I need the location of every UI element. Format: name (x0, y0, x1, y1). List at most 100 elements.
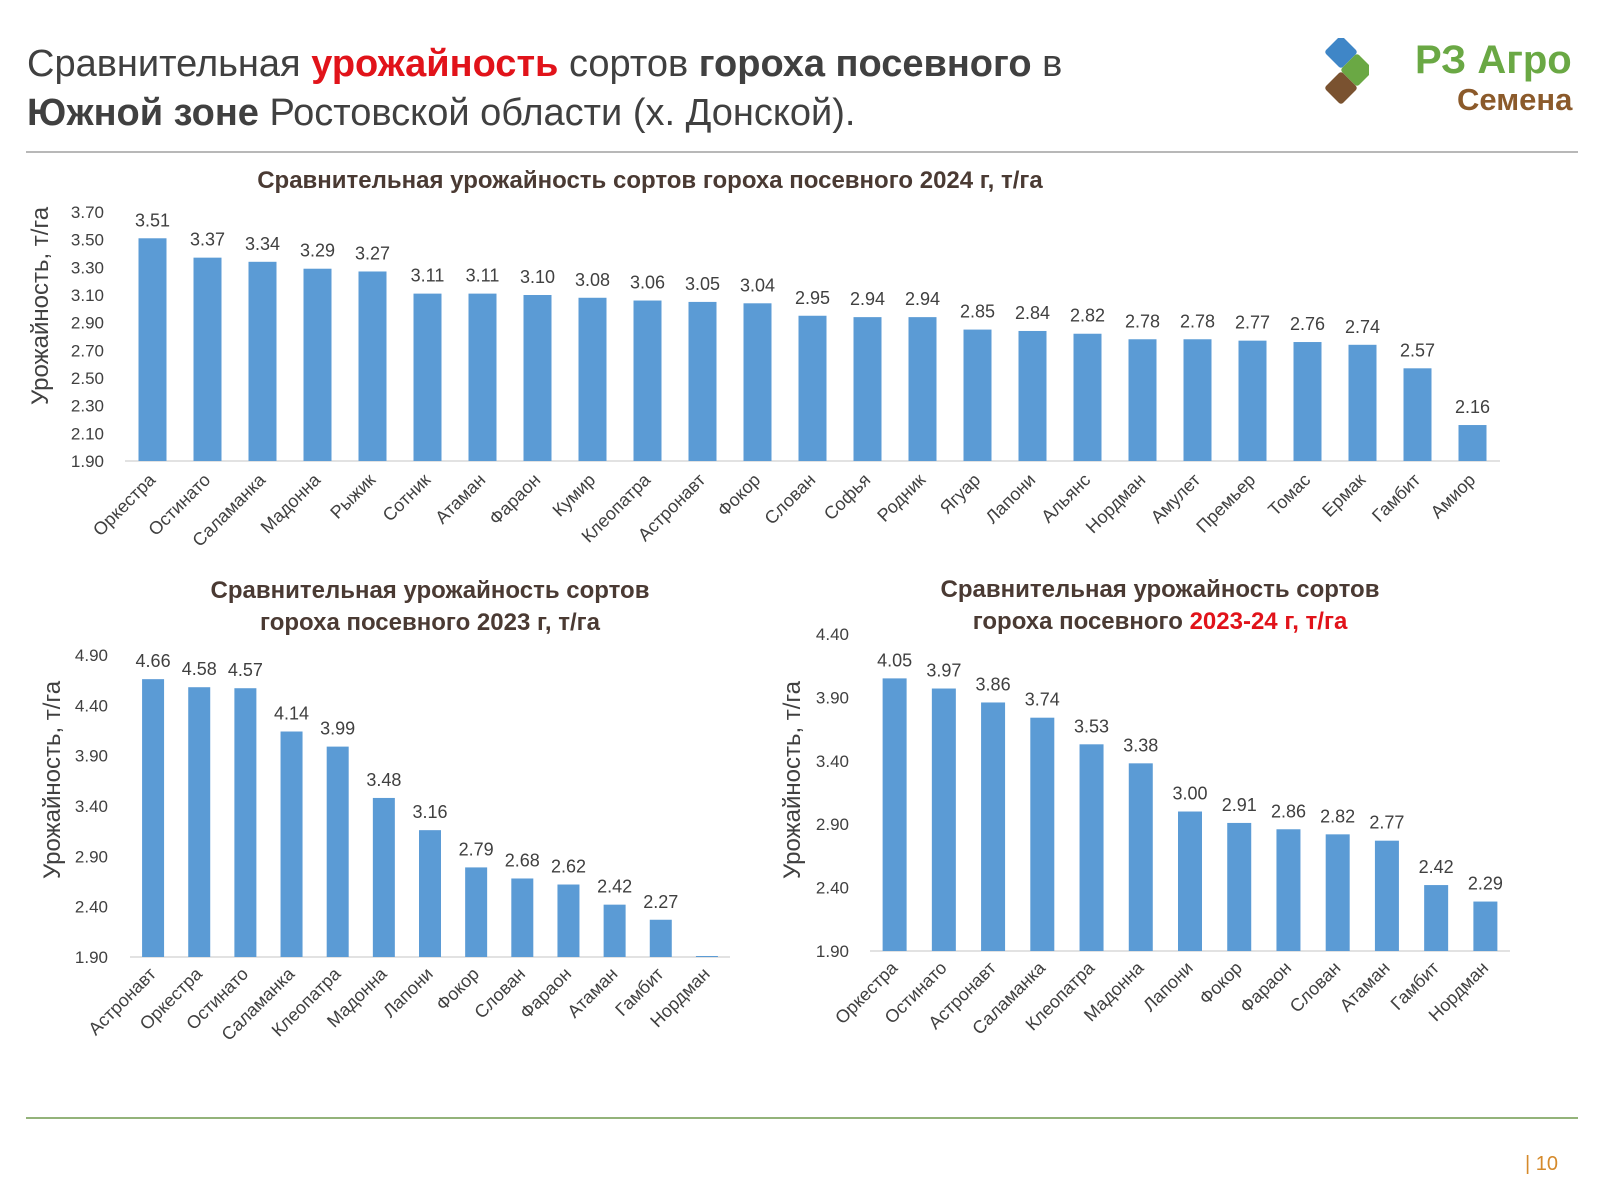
data-label: 2.16 (1455, 397, 1490, 417)
bar (633, 300, 662, 461)
title-part4: Ростовской области (х. Донской). (258, 92, 856, 134)
bar (963, 329, 992, 461)
data-label: 3.04 (740, 275, 775, 295)
data-label: 3.51 (135, 210, 170, 230)
bar (511, 878, 534, 957)
bar (578, 297, 607, 461)
chart-title-line: Сравнительная урожайность сортов (210, 577, 650, 604)
y-tick-label: 3.40 (75, 797, 108, 816)
bar (419, 830, 441, 957)
data-label: 2.74 (1345, 317, 1380, 337)
bar (557, 884, 580, 957)
bar (326, 746, 349, 957)
data-label: 2.78 (1125, 311, 1160, 331)
data-label: 2.86 (1271, 801, 1306, 821)
data-label: 2.77 (1235, 313, 1270, 333)
title-bold2: Южной зоне (27, 92, 259, 134)
data-label: 2.57 (1400, 340, 1435, 360)
bar (234, 688, 257, 957)
data-label: 2.68 (505, 850, 540, 870)
logo-text-sub: Семена (1457, 82, 1573, 117)
y-tick-label: 2.90 (816, 815, 849, 834)
data-label: 2.94 (850, 289, 885, 309)
data-label: 2.85 (960, 302, 995, 322)
company-logo: РЗ Агро Семена (1325, 38, 1580, 118)
y-tick-label: 2.40 (75, 898, 108, 917)
bar (1128, 763, 1153, 951)
data-label: 3.10 (520, 267, 555, 287)
bar (193, 257, 222, 461)
diamond-squares-icon (1325, 38, 1369, 104)
bar (1458, 425, 1487, 461)
data-label: 2.82 (1070, 306, 1105, 326)
bar (1183, 339, 1212, 461)
bar (468, 293, 497, 461)
data-label: 3.53 (1074, 716, 1109, 736)
bar (1073, 333, 1102, 461)
data-label: 4.66 (136, 651, 171, 671)
bar (1227, 822, 1252, 951)
bar (1325, 834, 1350, 951)
data-label: 2.94 (905, 289, 940, 309)
title-part3: в (1031, 43, 1063, 85)
y-tick-label: 2.90 (71, 314, 104, 333)
data-label: 3.00 (1172, 784, 1207, 804)
data-label: 3.37 (190, 230, 225, 250)
data-label: 3.11 (466, 266, 500, 286)
y-axis-title: Урожайность, т/га (779, 680, 806, 879)
chart-title-highlight: 2023-24 г, т/га (1189, 608, 1348, 635)
bar (695, 956, 718, 957)
bar (358, 271, 387, 461)
data-label: 2.27 (643, 892, 678, 912)
category-label: Слован (1286, 958, 1345, 1017)
data-label: 3.06 (630, 273, 665, 293)
bar (1018, 330, 1047, 461)
y-tick-label: 2.70 (71, 341, 104, 360)
page-number: | 10 (1525, 1153, 1558, 1175)
y-tick-label: 3.90 (816, 688, 849, 707)
bar (1079, 744, 1104, 951)
bar (882, 678, 907, 951)
data-label: 3.27 (355, 243, 390, 263)
chart-title-line: Сравнительная урожайность сортов (940, 576, 1380, 603)
y-tick-label: 1.90 (71, 452, 104, 471)
bar (1473, 901, 1498, 951)
category-label: Атаман (1336, 958, 1394, 1016)
bar (523, 295, 552, 461)
bar (1348, 344, 1377, 461)
category-label: Фараон (1236, 958, 1295, 1017)
bar (1238, 340, 1267, 461)
bar (248, 261, 277, 461)
y-tick-label: 2.50 (71, 369, 104, 388)
data-label: 3.74 (1025, 690, 1060, 710)
y-tick-label: 2.10 (71, 424, 104, 443)
title-part2: сортов (558, 43, 699, 85)
chart-title-2024: Сравнительная урожайность сортов гороха … (100, 165, 1200, 197)
bar (280, 731, 303, 957)
bar (372, 797, 395, 957)
y-tick-label: 3.50 (71, 231, 104, 250)
bar (981, 702, 1006, 951)
bar (931, 688, 956, 951)
chart-title-line: Сравнительная урожайность сортов гороха … (257, 167, 1043, 194)
data-label: 3.11 (411, 266, 445, 286)
bar (303, 268, 332, 461)
y-tick-label: 4.40 (816, 625, 849, 644)
data-label: 3.05 (685, 274, 720, 294)
data-label: 3.99 (320, 719, 355, 739)
top-divider (26, 151, 1578, 153)
bottom-divider (26, 1117, 1578, 1119)
data-label: 2.79 (459, 839, 494, 859)
data-label: 4.57 (228, 660, 263, 680)
y-tick-label: 2.90 (75, 847, 108, 866)
y-tick-label: 3.30 (71, 258, 104, 277)
bar (1424, 885, 1449, 951)
data-label: 3.08 (575, 270, 610, 290)
title-bold1: гороха посевного (698, 43, 1032, 85)
page-title: Сравнительная урожайность сортов гороха … (27, 40, 1277, 138)
bar (853, 317, 882, 461)
bar (743, 303, 772, 461)
data-label: 2.78 (1180, 311, 1215, 331)
